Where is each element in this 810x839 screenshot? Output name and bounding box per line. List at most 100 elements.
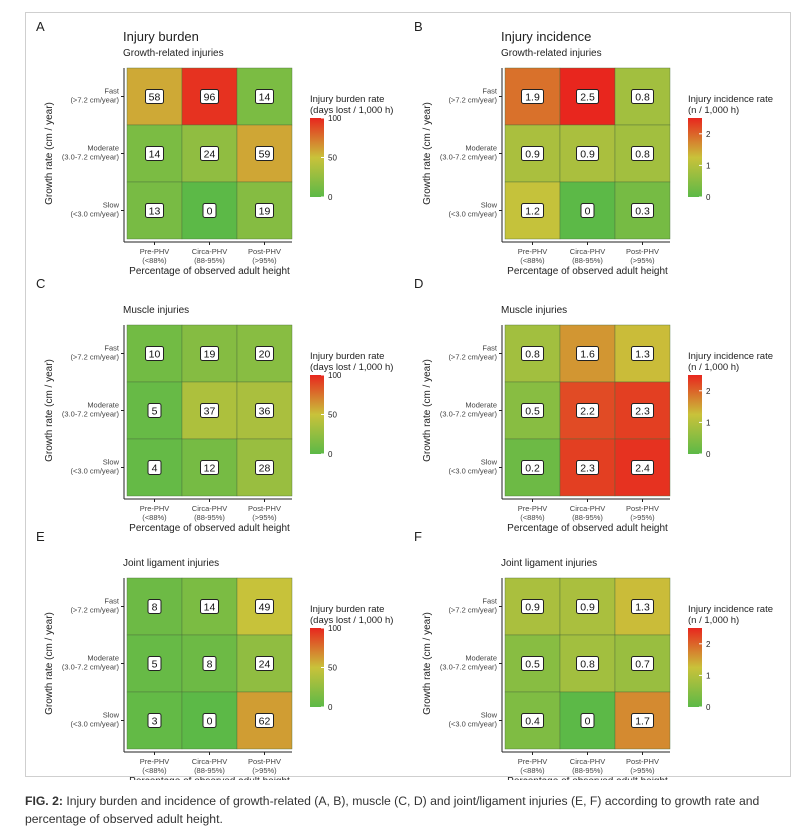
x-tick-label: Circa-PHV (570, 247, 605, 256)
cell-value-label: 1.3 (635, 349, 650, 361)
y-tick-sublabel: (<3.0 cm/year) (448, 720, 497, 729)
cell-label-box (521, 656, 544, 671)
cell-label-box (200, 599, 219, 614)
y-tick-sublabel: (<3.0 cm/year) (70, 210, 119, 219)
x-tick-label: Circa-PHV (192, 504, 227, 513)
cell-value-label: 1.9 (525, 92, 540, 104)
x-tick-sublabel: (88-95%) (194, 256, 225, 265)
panel-f: F Joint ligament injuries 0.9 0.9 1.3 0.5 0.8 0… (414, 529, 773, 787)
legend-tick-label: 0 (328, 193, 333, 202)
cell-value-label: 1.3 (635, 602, 650, 614)
cell-value-label: 0.5 (525, 406, 540, 418)
cell-label-box (521, 713, 544, 728)
legend-subtitle: (days lost / 1,000 h) (310, 615, 393, 626)
panel-title: Injury burden (123, 29, 199, 44)
x-tick-label: Circa-PHV (570, 504, 605, 513)
cell-label-box (576, 460, 599, 475)
cell-label-box (631, 460, 654, 475)
cell-value-label: 1.6 (580, 349, 595, 361)
x-tick-sublabel: (>95%) (630, 513, 655, 522)
cell-value-label: 5 (152, 659, 158, 671)
cell-value-label: 96 (204, 92, 216, 104)
y-tick-label: Fast (482, 597, 498, 606)
cell-value-label: 19 (259, 206, 271, 218)
legend-subtitle: (days lost / 1,000 h) (310, 362, 393, 373)
panel-subtitle: Growth-related injuries (501, 48, 602, 59)
y-tick-label: Fast (104, 597, 120, 606)
legend-tick-label: 50 (328, 154, 337, 163)
cell-label-box (200, 346, 219, 361)
x-tick-sublabel: (<88%) (520, 513, 545, 522)
y-tick-sublabel: (<3.0 cm/year) (70, 720, 119, 729)
cell-label-box (200, 89, 219, 104)
cell-label-box (202, 203, 217, 218)
cell-value-label: 13 (149, 206, 161, 218)
panel-letter: C (36, 276, 45, 291)
cell-value-label: 24 (204, 149, 216, 161)
cell-label-box (576, 89, 599, 104)
cell-value-label: 8 (207, 659, 213, 671)
y-tick-sublabel: (3.0-7.2 cm/year) (440, 663, 498, 672)
legend-colorbar (688, 375, 702, 454)
panel-letter: E (36, 529, 45, 544)
cell-label-box (255, 713, 274, 728)
cell-label-box (202, 656, 217, 671)
cell-label-box (147, 656, 162, 671)
cell-value-label: 0.8 (635, 149, 650, 161)
y-tick-sublabel: (3.0-7.2 cm/year) (62, 663, 120, 672)
x-tick-sublabel: (>95%) (252, 513, 277, 522)
panel-b: B Injury incidence Growth-related injuries… (414, 19, 773, 277)
cell-value-label: 1.7 (635, 716, 650, 728)
legend-colorbar (310, 628, 324, 707)
legend-tick-label: 0 (706, 193, 711, 202)
legend-tick-label: 50 (328, 664, 337, 673)
y-tick-sublabel: (>7.2 cm/year) (70, 606, 119, 615)
cell-value-label: 0.9 (525, 149, 540, 161)
x-tick-sublabel: (<88%) (520, 766, 545, 775)
y-tick-label: Moderate (87, 144, 119, 153)
cell-label-box (631, 346, 654, 361)
y-axis-title: Growth rate (cm / year) (422, 359, 433, 462)
x-tick-label: Post-PHV (248, 247, 281, 256)
cell-value-label: 8 (152, 602, 158, 614)
cell-value-label: 5 (152, 406, 158, 418)
panel-subtitle: Muscle injuries (123, 305, 189, 316)
x-tick-label: Pre-PHV (518, 247, 548, 256)
y-tick-sublabel: (>7.2 cm/year) (448, 96, 497, 105)
x-tick-sublabel: (>95%) (252, 256, 277, 265)
legend-title: Injury burden rate (310, 604, 384, 615)
cell-value-label: 0.8 (525, 349, 540, 361)
x-axis-title: Percentage of observed adult height (507, 523, 668, 534)
y-tick-label: Slow (481, 711, 498, 720)
legend-tick-label: 0 (706, 450, 711, 459)
y-tick-label: Slow (103, 201, 120, 210)
y-tick-label: Moderate (465, 654, 497, 663)
legend-colorbar (688, 628, 702, 707)
y-tick-sublabel: (<3.0 cm/year) (448, 467, 497, 476)
cell-label-box (631, 599, 654, 614)
legend-title: Injury incidence rate (688, 604, 773, 615)
caption-label: FIG. 2: (25, 794, 63, 808)
y-tick-label: Fast (482, 87, 498, 96)
panel-c: C Muscle injuries 10 19 20 5 37 36 4 12 28 Fast(>7.… (36, 276, 393, 534)
cell-label-box (576, 346, 599, 361)
cell-value-label: 0.8 (635, 92, 650, 104)
cell-value-label: 2.3 (580, 463, 595, 475)
y-tick-label: Moderate (465, 401, 497, 410)
cell-label-box (631, 89, 654, 104)
cell-value-label: 0.7 (635, 659, 650, 671)
x-tick-label: Post-PHV (626, 757, 659, 766)
cell-label-box (631, 146, 654, 161)
y-tick-sublabel: (<3.0 cm/year) (70, 467, 119, 476)
cell-label-box (255, 146, 274, 161)
legend-tick-label: 1 (706, 671, 711, 680)
cell-value-label: 0.5 (525, 659, 540, 671)
cell-value-label: 37 (204, 406, 216, 418)
legend-title: Injury burden rate (310, 351, 384, 362)
cell-value-label: 2.4 (635, 463, 650, 475)
figure-caption: FIG. 2: Injury burden and incidence of g… (25, 792, 797, 828)
legend-tick-label: 2 (706, 387, 711, 396)
cell-label-box (580, 713, 595, 728)
panel-subtitle: Joint ligament injuries (501, 558, 597, 569)
cell-value-label: 14 (259, 92, 271, 104)
